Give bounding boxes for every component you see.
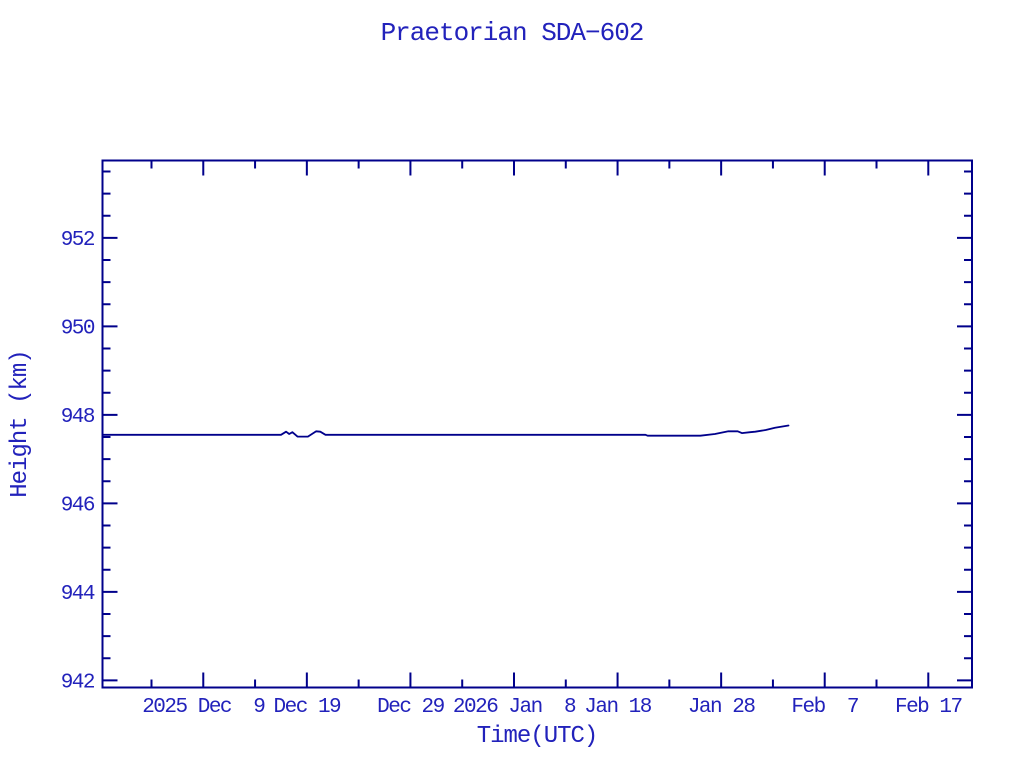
y-tick-labels: 942 944 946 948 950 952 (61, 229, 97, 694)
y-tick-label: 942 (61, 671, 95, 694)
x-axis-title: Time(UTC) (477, 723, 598, 750)
x-tick-label: 2025 Dec 9 (142, 696, 265, 719)
x-tick-label: Jan 28 (688, 696, 756, 719)
x-tick-label: Dec 29 (377, 696, 445, 719)
x-tick-label: Feb 17 (895, 696, 962, 719)
y-tick-label: 948 (61, 406, 95, 429)
data-line (101, 424, 790, 438)
x-tick-label: Feb 7 (791, 696, 858, 719)
y-tick-label: 952 (61, 229, 95, 252)
x-tick-label: Jan 18 (584, 696, 652, 719)
y-tick-label: 944 (61, 583, 95, 606)
plot-border (101, 159, 973, 689)
x-tick-label: 2026 Jan 8 (453, 696, 576, 719)
y-tick-label: 946 (61, 494, 95, 517)
x-tick-labels: 2025 Dec 9 Dec 19 Dec 29 2026 Jan 8 Jan 18 Ja… (142, 696, 963, 719)
chart-title: Praetorian SDA−602 (381, 18, 644, 48)
x-tick-label: Dec 19 (274, 696, 342, 719)
axis-ticks (102, 160, 972, 688)
y-axis-title: Height (km) (7, 350, 34, 497)
y-tick-label: 950 (61, 317, 95, 340)
